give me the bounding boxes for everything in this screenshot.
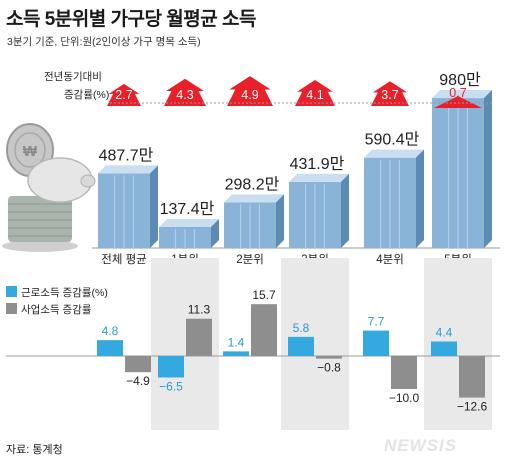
won-symbol: ₩ [23,143,38,160]
business-change-bar [391,356,417,389]
business-change-bar [316,356,342,359]
income-bar-side [416,149,424,248]
illustration-shadow [2,240,78,252]
income-bar-side [276,194,284,248]
labor-change-label: 5.8 [293,321,310,335]
business-change-bar [251,304,277,356]
coin-inner-ring [14,132,46,168]
business-change-bar [125,356,151,373]
business-change-label: −12.6 [457,400,488,414]
labor-change-label: 4.4 [436,325,453,339]
labor-change-bar [97,340,123,356]
business-change-bar [459,356,485,398]
income-value-label: 487.7만 [99,146,154,164]
legend-label-business: 사업소득 증감률 [21,304,92,316]
labor-change-label: 4.8 [102,324,119,338]
yoy-annotation-line1: 전년동기대비 [44,71,102,83]
money-stack [8,196,72,242]
business-change-label: −0.8 [317,361,341,375]
legend-item-business: 사업소득 증감률 [6,302,92,317]
source-note: 자료: 통계청 [6,444,63,456]
watermark: NEWSIS [384,436,458,455]
income-bar-side [150,165,158,248]
income-bar-top [432,90,492,99]
yoy-value-label: 4.1 [306,88,323,102]
labor-change-bar [363,330,389,356]
yoy-arrow [107,83,141,106]
labor-change-label: −6.5 [159,379,183,393]
yoy-value-label: 2.7 [115,88,132,102]
legend-label-labor: 근로소득 증감률(%) [21,287,108,299]
business-change-label: 11.3 [188,303,211,317]
income-bar-top [98,165,158,174]
category-label: 전체 평균 [101,253,147,266]
labor-change-label: 7.7 [368,315,385,329]
labor-change-bar [288,336,314,356]
labor-change-bar [223,351,249,356]
income-value-label: 590.4만 [365,131,420,149]
business-change-label: 15.7 [252,288,276,302]
income-bar-top [289,173,349,182]
chart-subtitle: 3분기 기준, 단위:원(2인이상 가구 명목 소득) [7,36,201,48]
yoy-arrow [164,78,206,106]
yoy-value-label: 3.7 [381,88,398,102]
income-bar-side [211,218,219,248]
piggy-snout [80,174,96,188]
legend-item-labor: 근로소득 증감률(%) [6,285,108,300]
business-change-label: −4.9 [126,374,150,388]
income-bar-top [224,194,284,203]
income-value-label: 980만 [439,71,481,89]
yoy-arrow [371,81,409,106]
income-bar-side [484,90,492,248]
yoy-annotation-line2: 증감률(%) [64,89,109,101]
labor-change-bar [158,356,184,378]
income-bar-top [364,149,424,158]
income-bar-top [159,218,219,227]
income-value-label: 431.9만 [290,155,345,173]
income-value-label: 298.2만 [225,175,280,193]
category-label: 4분위 [376,253,404,266]
business-change-label: −10.0 [389,391,420,405]
income-value-label: 137.4만 [160,200,215,218]
yoy-value-label: 0.7 [449,86,466,100]
yoy-arrow [227,76,273,106]
yoy-value-label: 4.3 [176,88,193,102]
chart-title: 소득 5분위별 가구당 월평균 소득 [6,9,256,30]
income-bar-side [341,173,349,248]
legend-swatch-business [6,303,17,314]
yoy-arrow [434,96,482,108]
business-change-bar [186,318,212,356]
labor-change-bar [431,341,457,356]
legend-swatch-labor [6,286,17,297]
category-label: 2분위 [236,253,264,266]
labor-change-label: 1.4 [228,335,245,349]
yoy-arrow [295,80,335,106]
yoy-value-label: 4.9 [241,88,258,102]
